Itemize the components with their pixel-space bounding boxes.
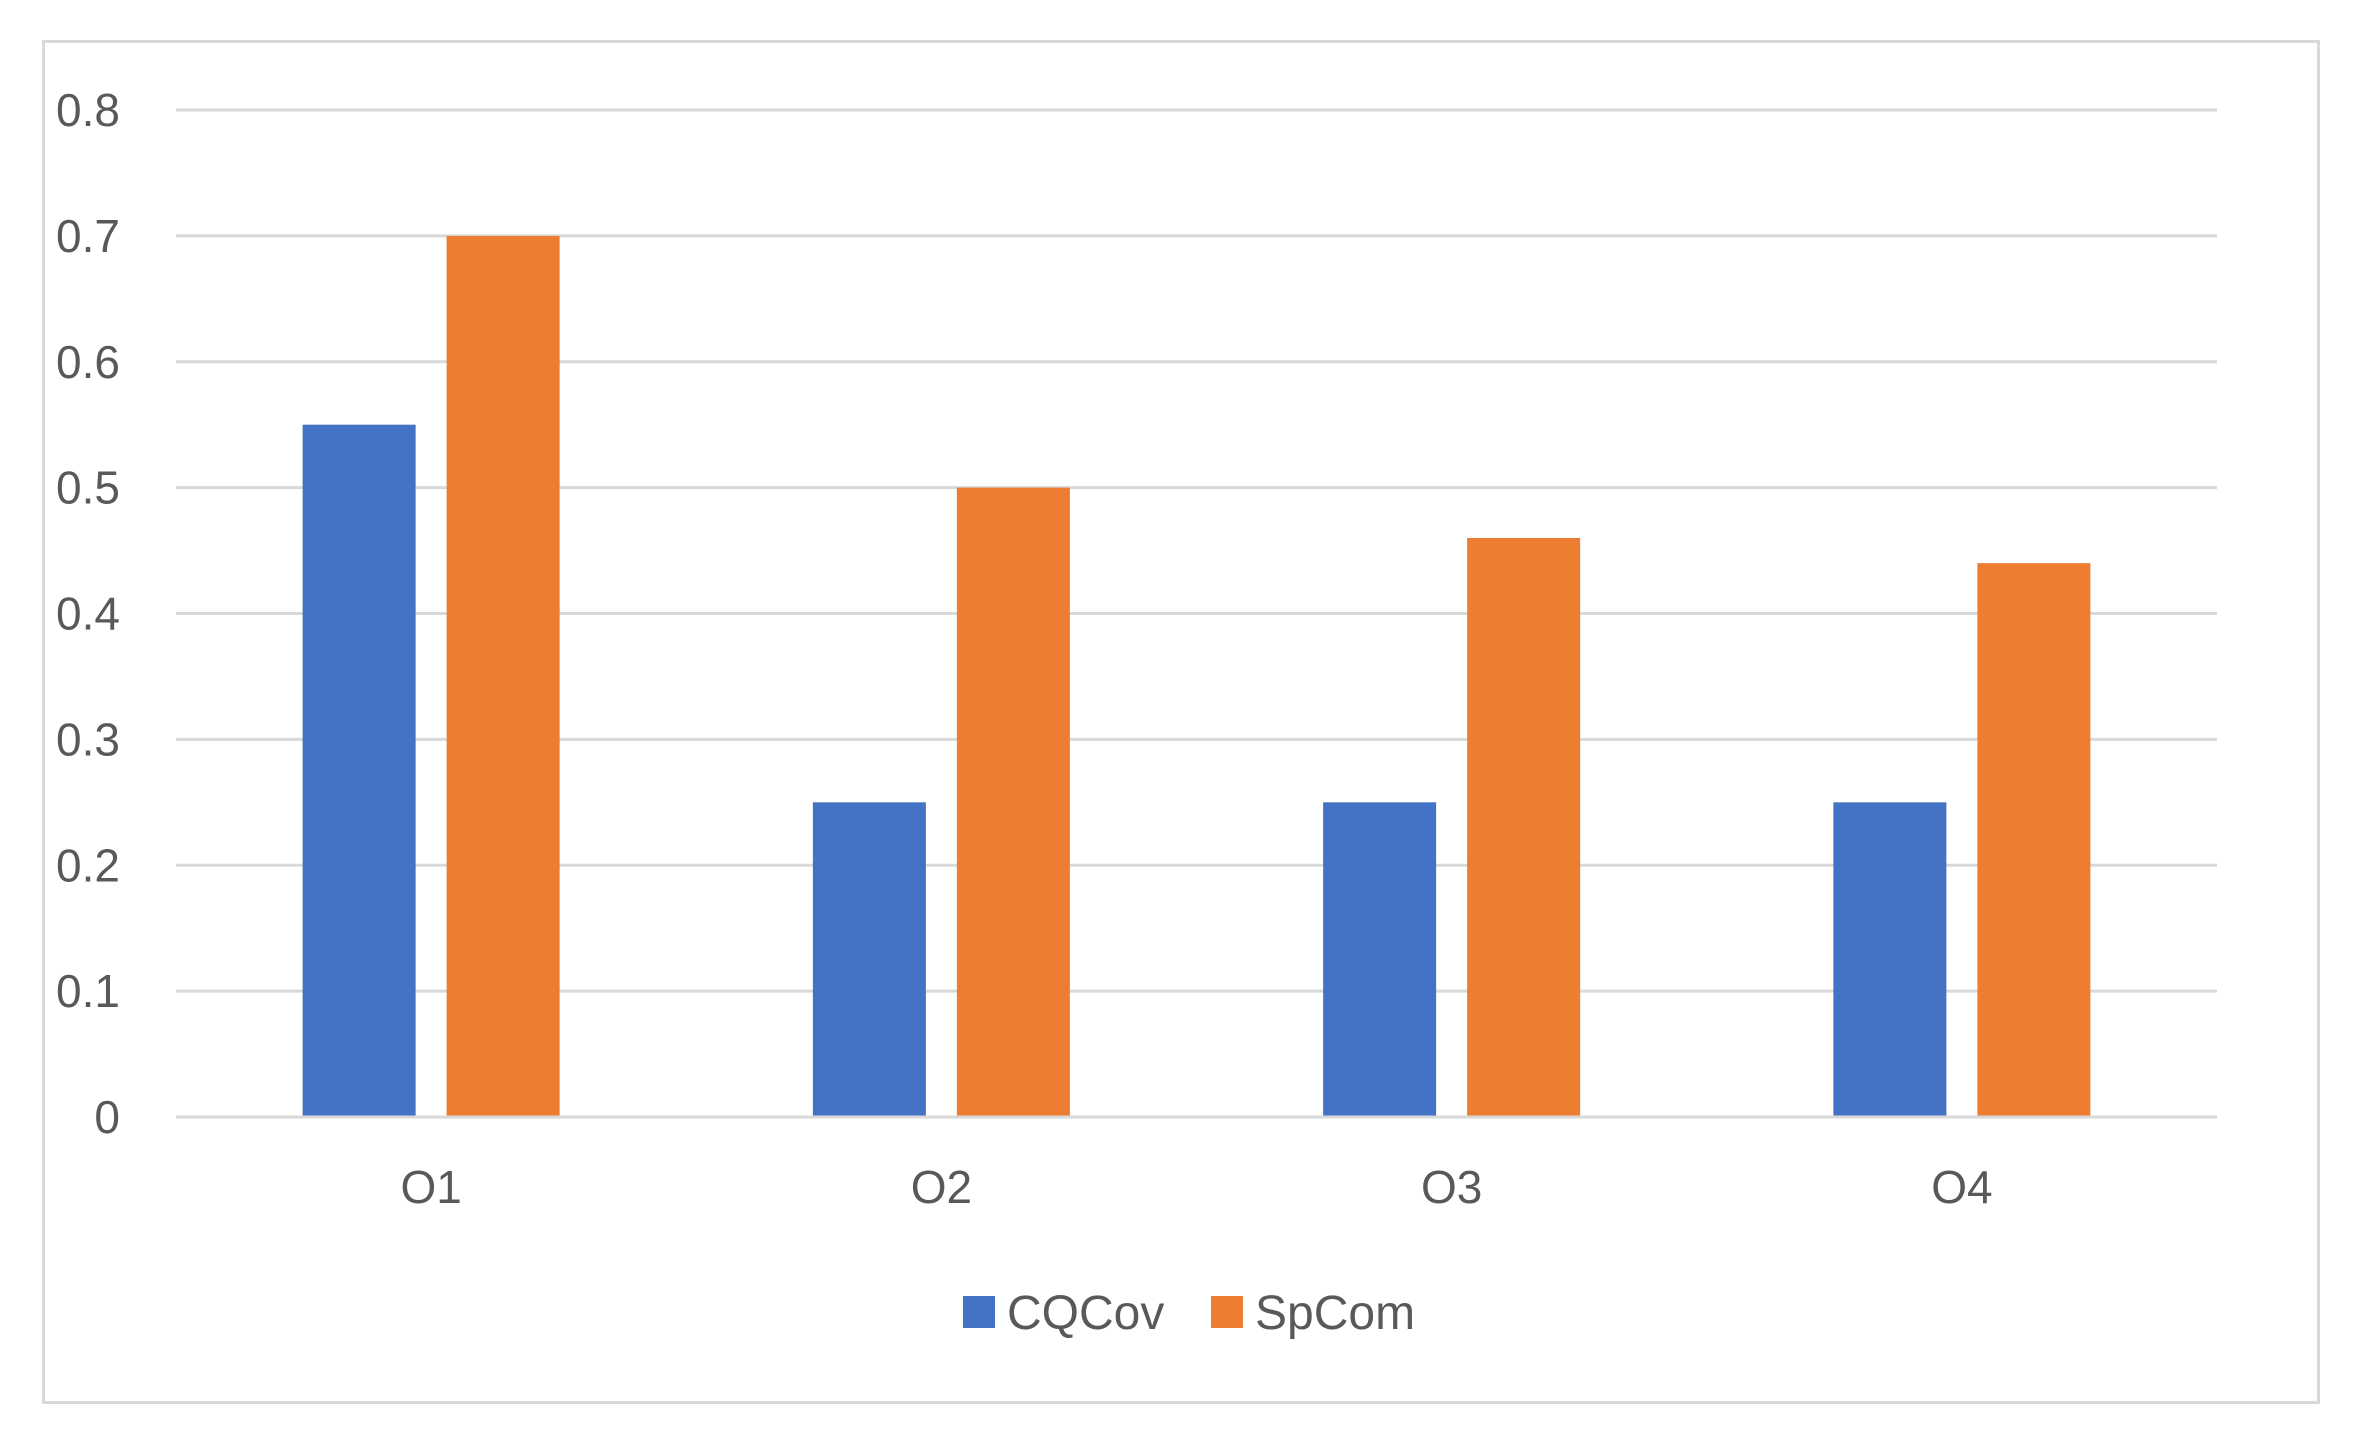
x-tick-label: O2: [911, 1161, 972, 1213]
legend: CQCov SpCom: [963, 1287, 1415, 1340]
bar-spcom-o3: [1467, 537, 1581, 1117]
y-tick-label: 0.3: [56, 713, 120, 765]
chart-frame: [42, 40, 2320, 1404]
x-tick-label: O3: [1421, 1161, 1482, 1213]
bar-spcom-o2: [956, 487, 1070, 1117]
bar-cqcov-o1: [302, 424, 416, 1117]
bar-cqcov-o4: [1833, 802, 1947, 1117]
legend-label-spcom: SpCom: [1255, 1287, 1415, 1340]
legend-label-cqcov: CQCov: [1007, 1287, 1164, 1340]
y-tick-label: 0.2: [56, 839, 120, 891]
y-tick-label: 0.8: [56, 84, 120, 136]
y-tick-label: 0.6: [56, 336, 120, 388]
axes: 0 0.1 0.2 0.3 0.4 0.5 0.6 0.7 0.8 O1 O2 O3 O4: [56, 84, 2217, 1213]
bars: [302, 235, 2091, 1117]
x-tick-label: O4: [1931, 1161, 1992, 1213]
y-tick-label: 0.4: [56, 588, 120, 640]
y-tick-label: 0.5: [56, 462, 120, 514]
y-tick-label: 0.1: [56, 965, 120, 1017]
legend-swatch-spcom: [1211, 1296, 1243, 1328]
bar-spcom-o1: [446, 235, 560, 1117]
x-tick-label: O1: [400, 1161, 461, 1213]
bar-cqcov-o3: [1323, 802, 1437, 1117]
legend-swatch-cqcov: [963, 1296, 995, 1328]
bar-cqcov-o2: [812, 802, 926, 1117]
bar-spcom-o4: [1977, 563, 2091, 1117]
y-tick-label: 0: [94, 1091, 120, 1143]
y-tick-label: 0.7: [56, 210, 120, 262]
